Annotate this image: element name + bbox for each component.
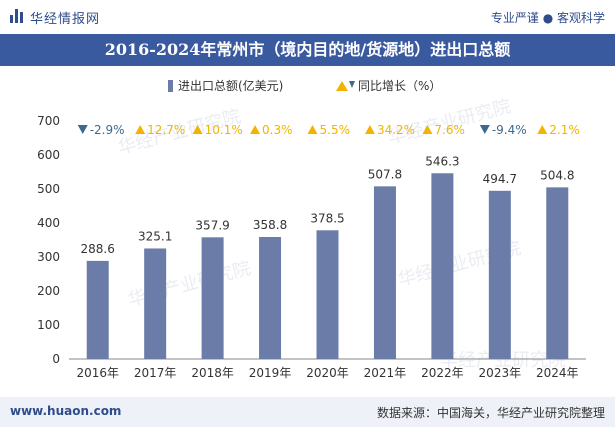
- watermark-5: 华经产业研究院: [440, 350, 566, 371]
- bar-value-label: 494.7: [483, 172, 517, 186]
- growth-label: 7.6%: [434, 123, 465, 137]
- bar: [488, 190, 511, 359]
- chart-area: 华经产业研究院 华经产业研究院 华经产业研究院 华经产业研究院 华经产业研究院 …: [37, 78, 586, 380]
- growth-up-triangle-icon: [364, 125, 375, 134]
- growth-label: 12.7%: [147, 123, 185, 137]
- bar-value-label: 288.6: [81, 242, 115, 256]
- bars: 288.6 325.1 357.9 358.8 378.5 507.8 546.3 494.7…: [81, 154, 574, 359]
- legend-bar-label: 进出口总额(亿美元): [178, 78, 283, 93]
- bar-value-label: 504.8: [540, 168, 574, 182]
- x-tick-label: 2017年: [134, 366, 177, 380]
- bar-value-label: 358.8: [253, 218, 287, 232]
- bar: [201, 237, 224, 359]
- x-tick-label: 2019年: [249, 366, 292, 380]
- y-tick-label: 200: [37, 284, 60, 298]
- chart-title: 2016-2024年常州市（境内目的地/货源地）进出口总额: [104, 40, 511, 59]
- top-bar: 华经情报网 专业严谨 ● 客观科学: [0, 0, 615, 34]
- growth-label: 5.5%: [320, 123, 351, 137]
- legend-bar-swatch: [168, 80, 173, 92]
- growth-down-triangle-icon: [77, 125, 88, 134]
- bar: [316, 230, 339, 359]
- bar: [86, 260, 109, 359]
- growth-up-triangle-icon: [135, 125, 146, 134]
- y-tick-label: 700: [37, 114, 60, 128]
- y-tick-label: 100: [37, 318, 60, 332]
- tagline: 专业严谨 ● 客观科学: [490, 11, 605, 25]
- growth-label: -9.4%: [492, 123, 527, 137]
- growth-row: -2.9% 12.7% 10.1% 0.3% 5.5% 34.2% 7.6% -9.4% 2.1…: [77, 123, 580, 137]
- growth-up-triangle-icon: [537, 125, 548, 134]
- x-tick-label: 2018年: [191, 366, 234, 380]
- bar-value-label: 546.3: [425, 154, 459, 168]
- bar: [546, 187, 569, 359]
- y-tick-label: 600: [37, 148, 60, 162]
- growth-label: -2.9%: [90, 123, 125, 137]
- bar: [431, 173, 454, 359]
- y-axis: 0 100 200 300 400 500 600 700: [37, 114, 60, 366]
- growth-up-triangle-icon: [192, 125, 203, 134]
- bar-value-label: 325.1: [138, 229, 172, 243]
- y-tick-label: 300: [37, 250, 60, 264]
- bar-value-label: 507.8: [368, 167, 402, 181]
- growth-up-triangle-icon: [250, 125, 261, 134]
- x-tick-label: 2020年: [306, 366, 349, 380]
- y-tick-label: 500: [37, 182, 60, 196]
- brand-name: 华经情报网: [30, 12, 101, 27]
- growth-label: 2.1%: [549, 123, 580, 137]
- growth-up-triangle-icon: [307, 125, 318, 134]
- bar-value-label: 378.5: [310, 211, 344, 225]
- bar-value-label: 357.9: [195, 218, 229, 232]
- legend: 进出口总额(亿美元) 同比增长（%）: [168, 78, 441, 93]
- x-axis: 2016年 2017年 2018年 2019年 2020年 2021年 2022年 2023年…: [76, 366, 578, 380]
- x-tick-label: 2016年: [76, 366, 119, 380]
- growth-down-triangle-icon: [479, 125, 490, 134]
- growth-label: 0.3%: [262, 123, 293, 137]
- growth-up-triangle-icon: [422, 125, 433, 134]
- brand-logo-icon: [10, 9, 24, 23]
- x-tick-label: 2023年: [479, 366, 522, 380]
- y-tick-label: 400: [37, 216, 60, 230]
- legend-down-triangle-icon: [349, 81, 355, 88]
- x-tick-label: 2022年: [421, 366, 464, 380]
- x-tick-label: 2021年: [364, 366, 407, 380]
- y-tick-label: 0: [52, 352, 60, 366]
- growth-label: 10.1%: [205, 123, 243, 137]
- legend-growth-label: 同比增长（%）: [358, 79, 441, 93]
- title-bar: 2016-2024年常州市（境内目的地/货源地）进出口总额: [0, 34, 615, 66]
- bar: [259, 237, 282, 359]
- site-url: www.huaon.com: [10, 404, 122, 418]
- bar: [144, 248, 167, 359]
- growth-label: 34.2%: [377, 123, 415, 137]
- bar: [373, 186, 396, 359]
- data-source: 数据来源：中国海关，华经产业研究院整理: [376, 406, 605, 420]
- footer: www.huaon.com 数据来源：中国海关，华经产业研究院整理: [0, 397, 615, 427]
- x-tick-label: 2024年: [536, 366, 579, 380]
- legend-up-triangle-icon: [336, 81, 348, 91]
